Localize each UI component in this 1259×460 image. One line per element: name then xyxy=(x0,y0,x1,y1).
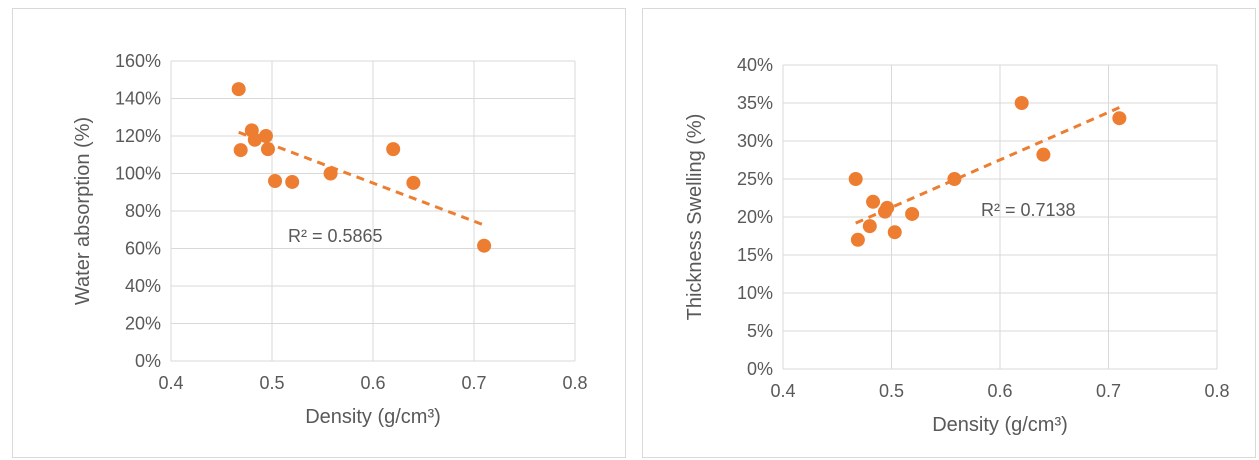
data-point xyxy=(260,142,275,157)
data-point xyxy=(848,172,863,186)
y-tick-label: 40% xyxy=(125,276,161,296)
y-tick-label: 60% xyxy=(125,239,161,259)
data-point xyxy=(247,132,262,147)
data-point xyxy=(862,219,877,234)
chart-panel-water-absorption: 0% 20% 40% 60% 80% 100% 120% 140% 160% 0.4 0.5 0.6 0… xyxy=(12,8,626,458)
x-tick-label: 0.7 xyxy=(1096,381,1121,401)
thickness-swelling-chart-svg: 0% 5% 10% 15% 20% 25% 30% 35% 40% 0.4 0.5 0.6 0.7 0.8… xyxy=(684,55,1230,436)
data-point xyxy=(947,172,962,186)
y-tick-label: 100% xyxy=(115,164,161,184)
y-tick-label: 15% xyxy=(737,245,773,265)
y-tick-label: 0% xyxy=(747,359,773,379)
y-tick-label: 120% xyxy=(115,126,161,146)
x-tick-label: 0.5 xyxy=(259,373,284,393)
y-tick-label: 25% xyxy=(737,169,773,189)
y-tick-label: 0% xyxy=(135,351,161,371)
data-point xyxy=(850,232,865,247)
data-point xyxy=(386,142,401,157)
data-point xyxy=(1112,111,1127,126)
r-squared-label: R² = 0.7138 xyxy=(981,200,1076,220)
y-tick-label: 140% xyxy=(115,89,161,109)
y-axis-title: Thickness Swelling (%) xyxy=(684,114,706,321)
data-point xyxy=(406,175,421,190)
y-tick-label: 10% xyxy=(737,283,773,303)
y-tick-label: 160% xyxy=(115,51,161,71)
y-tick-label: 20% xyxy=(125,314,161,334)
x-tick-label: 0.7 xyxy=(461,373,486,393)
data-point xyxy=(268,174,283,188)
x-tick-label: 0.8 xyxy=(1204,381,1229,401)
data-point xyxy=(1036,147,1051,162)
x-tick-label: 0.6 xyxy=(987,381,1012,401)
x-axis-title: Density (g/cm³) xyxy=(932,414,1068,436)
y-tick-label: 20% xyxy=(737,207,773,227)
chart-panel-thickness-swelling: 0% 5% 10% 15% 20% 25% 30% 35% 40% 0.4 0.5 0.6 0.7 0.8… xyxy=(642,8,1256,458)
x-tick-label: 0.8 xyxy=(562,373,587,393)
x-tick-label: 0.4 xyxy=(158,373,183,393)
y-tick-label: 35% xyxy=(737,93,773,113)
y-axis-title: Water absorption (%) xyxy=(72,117,94,305)
y-tick-label: 80% xyxy=(125,201,161,221)
y-tick-label: 40% xyxy=(737,55,773,75)
data-point xyxy=(323,166,338,181)
y-tick-label: 30% xyxy=(737,131,773,151)
data-point xyxy=(258,129,273,143)
trendline xyxy=(238,130,485,227)
x-tick-label: 0.5 xyxy=(879,381,904,401)
y-tick-label: 5% xyxy=(747,321,773,341)
data-point xyxy=(905,206,920,221)
x-tick-label: 0.4 xyxy=(770,381,795,401)
data-point xyxy=(887,225,902,240)
data-point xyxy=(231,82,246,97)
r-squared-label: R² = 0.5865 xyxy=(288,226,383,246)
water-absorption-chart-svg: 0% 20% 40% 60% 80% 100% 120% 140% 160% 0.4 0.5 0.6 0… xyxy=(72,51,588,428)
data-point xyxy=(866,194,881,209)
trendline xyxy=(855,106,1120,225)
data-point xyxy=(880,200,895,215)
data-point xyxy=(285,174,300,189)
data-point xyxy=(1014,96,1029,110)
x-axis-title: Density (g/cm³) xyxy=(305,406,441,428)
data-point xyxy=(233,143,248,158)
x-tick-label: 0.6 xyxy=(360,373,385,393)
data-point xyxy=(477,238,492,253)
